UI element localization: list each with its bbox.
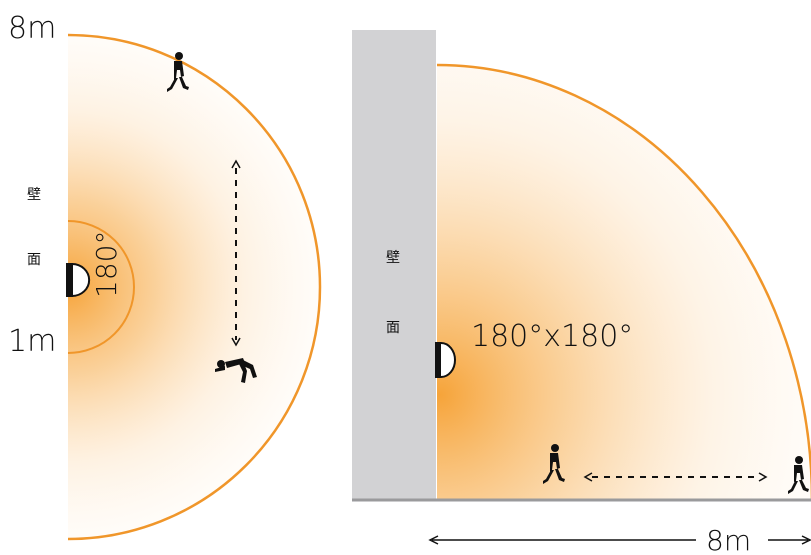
left-wall-label-2: 面 — [27, 252, 41, 268]
left-top-view: 8m 1m 壁 面 180° — [8, 11, 322, 541]
left-angle-label: 180° — [90, 231, 123, 298]
right-angle-label: 180°x180° — [471, 319, 633, 354]
right-dashed-arrow-icon — [583, 472, 768, 482]
right-side-view: 壁 面 180°x180° — [352, 30, 811, 555]
left-detection-arc — [67, 33, 322, 541]
right-wall-label-1: 壁 — [386, 250, 400, 266]
crouching-person-icon — [215, 358, 257, 383]
right-distance-label: 8m — [706, 524, 751, 551]
left-range-label: 8m — [8, 11, 56, 46]
right-detection-zone — [437, 65, 811, 500]
walking-person-icon — [167, 52, 189, 92]
walking-person-icon — [543, 444, 565, 484]
left-sensor-icon — [66, 263, 91, 297]
left-inner-arc — [67, 220, 135, 354]
walking-person-icon — [788, 456, 809, 494]
left-wall-label-1: 壁 — [27, 187, 41, 203]
left-dashed-arrow-icon — [231, 159, 241, 347]
right-detection-arc — [436, 63, 811, 501]
right-sensor-icon — [435, 342, 456, 378]
right-wall — [352, 30, 436, 501]
left-detection-zone — [68, 35, 320, 539]
left-height-label: 1m — [8, 324, 56, 359]
distance-arrow-icon — [428, 535, 811, 545]
right-wall-label-2: 面 — [386, 320, 400, 336]
